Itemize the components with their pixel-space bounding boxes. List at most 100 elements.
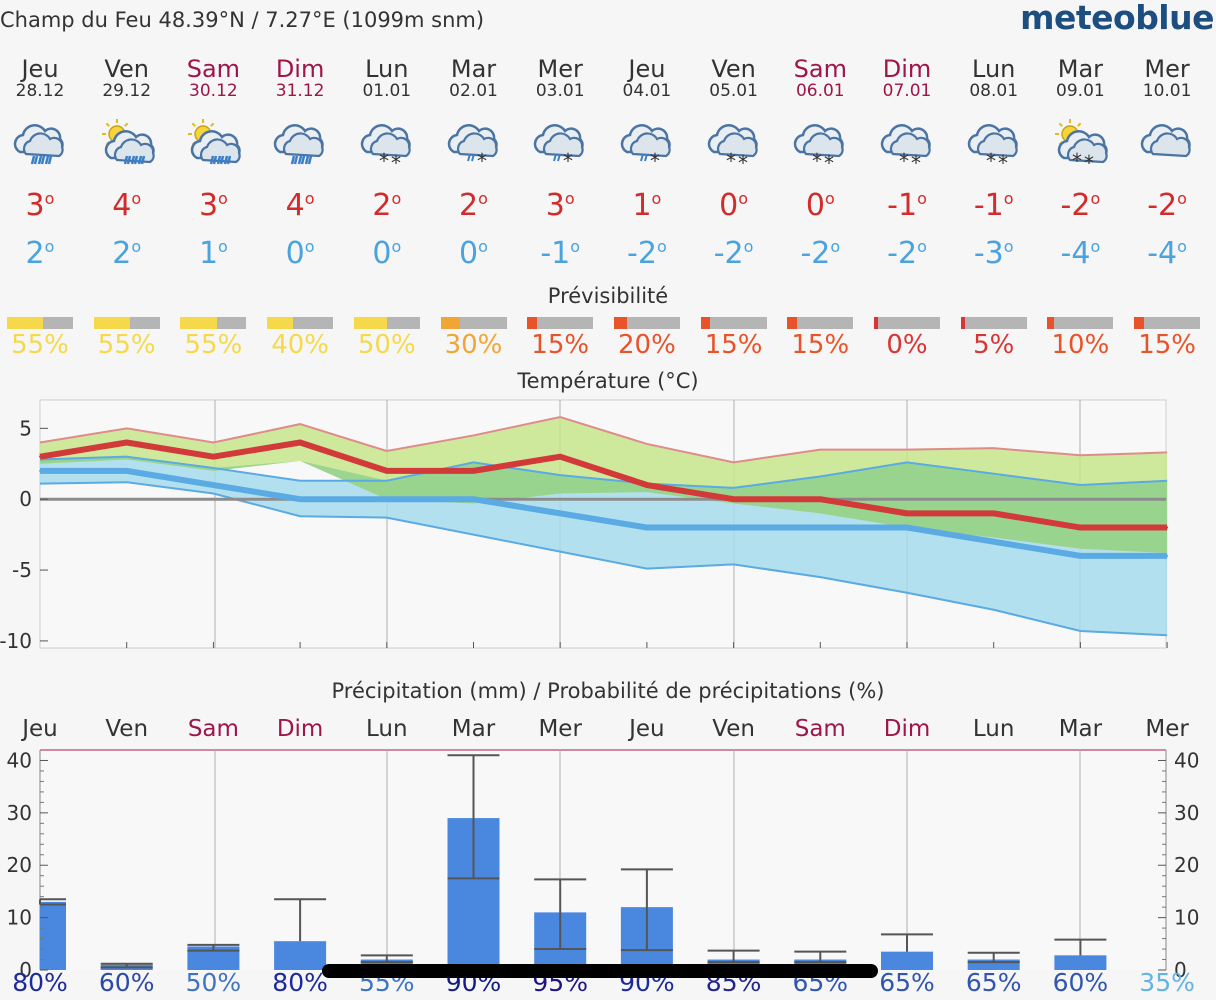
precip-y-tick-label-left: 10 [7, 906, 32, 930]
svg-text:*: * [812, 149, 822, 173]
temp-max-point [385, 469, 388, 472]
day-column-10: Dim 07.01 [862, 56, 952, 100]
temp-max-value: 0 [719, 188, 739, 223]
cloud-snow-icon: * * [794, 124, 845, 175]
temp-min-value: -2 [887, 236, 918, 271]
predictability-fill [180, 317, 217, 329]
day-column-8: Ven 05.01 [689, 56, 779, 100]
precip-bar-0 [40, 901, 66, 970]
temp-min-value: 2 [25, 236, 45, 271]
temp-max-4: 2o [372, 188, 402, 223]
predictability-bar-11 [960, 317, 1027, 329]
precip-y-tick-label-left: 40 [7, 748, 32, 772]
precip-y-tick-label-left: 30 [7, 801, 32, 825]
precip-probability-11: 65% [965, 968, 1022, 997]
precip-probability-13: 35% [1139, 968, 1195, 997]
temp-min-5: 0o [459, 236, 488, 271]
horizontal-scrollbar[interactable] [322, 964, 878, 978]
cloud-snow-icon: * * [360, 124, 411, 175]
temp-min-value: 0 [285, 236, 305, 271]
day-date: 31.12 [275, 81, 325, 101]
precip-x-label-6: Mer [538, 716, 582, 742]
day-name: Jeu [21, 55, 59, 83]
day-date: 07.01 [882, 81, 932, 101]
temp-min-point [125, 469, 128, 472]
precip-x-label-4: Lun [366, 716, 408, 742]
precip-x-label-7: Jeu [629, 716, 665, 742]
svg-text:*: * [986, 149, 996, 173]
meteoblue-logo[interactable]: meteoblue [1020, 0, 1214, 37]
temp-min-point [385, 498, 388, 501]
temp-min-line [40, 467, 1168, 559]
temp-min-value: -2 [713, 236, 744, 271]
temp-min-point [992, 540, 995, 543]
temp-max-11: -1o [973, 188, 1014, 223]
predictability-percent-13: 15% [1138, 330, 1196, 360]
predictability-fill [267, 317, 294, 329]
precip-bar-11 [967, 959, 1020, 970]
temp-max-9: 0o [805, 188, 835, 223]
temp-max-value: 1 [632, 188, 652, 223]
temp-max-point [906, 512, 908, 515]
temp-max-point [472, 469, 475, 472]
day-name: Mar [1057, 55, 1104, 83]
svg-text:*: * [824, 151, 834, 175]
day-date: 09.01 [1056, 81, 1105, 101]
predictability-fill [787, 317, 798, 329]
svg-text:*: * [738, 151, 748, 175]
predictability-fill [527, 317, 538, 329]
temp-max-point [645, 484, 648, 487]
temp-max-value: 3 [25, 188, 45, 223]
cloud-rain-icon [273, 124, 324, 165]
temp-min-value: 1 [198, 236, 219, 271]
precip-y-tick-label-right: 0 [1174, 958, 1187, 982]
day-date: 08.01 [969, 81, 1019, 101]
day-date: 02.01 [449, 81, 498, 101]
precip-x-label-0: Jeu [22, 716, 58, 742]
temp-max-point [212, 455, 215, 458]
predictability-percent-8: 15% [704, 330, 763, 360]
precip-x-label-13: Mer [1145, 716, 1189, 742]
overlap-range-band [40, 456, 1168, 554]
precip-x-label-10: Dim [883, 716, 931, 742]
day-name: Mar [450, 55, 497, 83]
temp-min-value: 0 [372, 236, 392, 271]
temp-max-point [39, 455, 41, 458]
day-name: Mer [1144, 55, 1190, 83]
cloud-rain-icon [13, 124, 64, 165]
predictability-percent-10: 0% [886, 330, 928, 360]
predictability-bar-7 [613, 317, 680, 329]
day-name: Jeu [628, 55, 666, 83]
sun-cloud-rain-icon [101, 119, 155, 165]
precip-probability-10: 65% [879, 968, 935, 997]
cloud-icon [1140, 124, 1191, 158]
temp-max-5: 2o [459, 188, 488, 223]
precip-x-label-8: Ven [712, 716, 755, 742]
cloud-snow-icon: * * [707, 124, 758, 175]
temp-min-value: -4 [1147, 236, 1178, 271]
cloud-snow-icon: * * [967, 124, 1018, 175]
temp-max-value: 2 [459, 188, 479, 223]
temp-y-tick-label: -10 [0, 629, 32, 653]
day-column-2: Sam 30.12 [168, 56, 258, 100]
precip-x-label-3: Dim [276, 716, 324, 742]
temp-max-1: 4o [112, 188, 142, 223]
day-column-0: Jeu 28.12 [0, 56, 85, 100]
min-band-lower-edge [39, 481, 1168, 637]
day-column-12: Mar 09.01 [1035, 56, 1125, 100]
temp-max-value: 2 [372, 188, 392, 223]
day-column-13: Mer 10.01 [1122, 56, 1212, 100]
temp-min-4: 0o [372, 236, 402, 271]
max-band-upper-edge [39, 415, 1168, 464]
temp-min-point [559, 512, 562, 515]
day-date: 01.01 [362, 81, 412, 101]
predictability-bar-6 [527, 317, 594, 329]
svg-text:*: * [1072, 149, 1082, 173]
day-name: Dim [275, 55, 325, 83]
svg-text:*: * [1084, 151, 1094, 175]
day-name: Dim [882, 55, 932, 83]
predictability-percent-12: 10% [1051, 330, 1110, 360]
temp-max-value: 4 [285, 188, 305, 223]
precip-x-label-1: Ven [105, 716, 149, 742]
day-name: Mer [537, 55, 583, 83]
